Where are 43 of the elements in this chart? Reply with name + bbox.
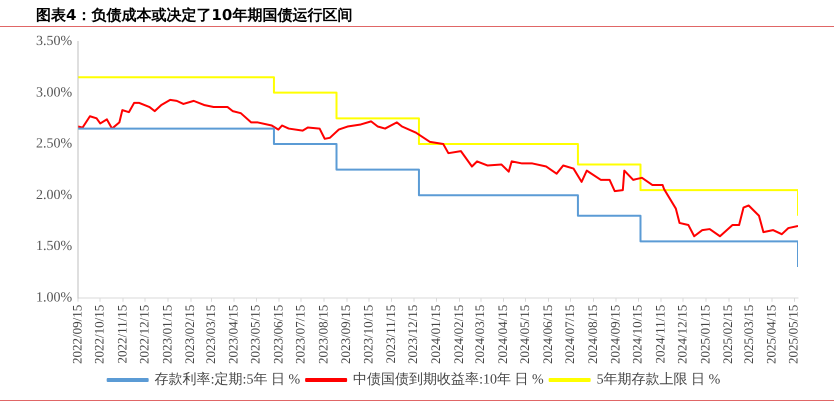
x-tick-label: 2023/05/15	[248, 304, 263, 364]
x-tick-label: 2023/02/15	[182, 304, 198, 364]
x-tick-label: 2024/07/15	[562, 304, 577, 364]
x-tick-label: 2024/04/15	[495, 304, 510, 364]
y-tick-label: 3.00%	[36, 85, 72, 100]
x-tick-label: 2023/03/15	[202, 304, 218, 364]
x-tick-label: 2024/11/15	[652, 304, 668, 364]
y-tick-label: 2.00%	[36, 188, 72, 203]
x-tick-label: 2022/11/15	[114, 304, 130, 364]
x-tick-label: 2022/10/15	[92, 304, 107, 364]
y-tick-label: 1.50%	[36, 239, 72, 254]
y-tick-label: 3.50%	[36, 34, 72, 50]
x-tick-label: 2024/09/15	[608, 304, 623, 364]
y-tick-label: 2.50%	[36, 136, 72, 152]
x-tick-label: 2023/04/15	[226, 304, 241, 364]
x-tick-label: 2022/09/15	[70, 304, 85, 364]
x-tick-label: 2023/06/15	[270, 304, 286, 364]
x-tick-label: 2023/10/15	[360, 304, 376, 364]
x-tick-label: 2025/01/15	[697, 304, 712, 364]
x-tick-label: 2024/05/15	[517, 304, 532, 364]
x-tick-label: 2024/08/15	[584, 304, 600, 364]
x-tick-label: 2024/06/15	[540, 304, 555, 364]
x-tick-label: 2024/02/15	[450, 304, 466, 364]
legend-label: 5年期存款上限 日 %	[596, 372, 721, 388]
x-tick-label: 2025/04/15	[764, 304, 779, 364]
legend-label: 存款利率:定期:5年 日 %	[154, 372, 300, 388]
x-tick-label: 2024/10/15	[630, 304, 645, 364]
legend-label: 中债国债到期收益率:10年 日 %	[353, 372, 544, 388]
x-tick-label: 2023/01/15	[159, 304, 174, 364]
x-tick-label: 2023/09/15	[338, 304, 354, 364]
x-tick-label: 2025/02/15	[720, 304, 736, 364]
x-tick-label: 2025/05/15	[786, 304, 801, 364]
x-tick-label: 2023/11/15	[383, 304, 398, 364]
x-tick-label: 2023/12/15	[405, 304, 420, 364]
x-tick-label: 2025/03/15	[740, 304, 756, 364]
y-tick-label: 1.00%	[36, 290, 72, 306]
x-tick-label: 2024/03/15	[472, 304, 488, 364]
x-tick-label: 2024/01/15	[428, 304, 444, 364]
x-tick-label: 2022/12/15	[136, 304, 152, 364]
x-tick-label: 2023/07/15	[292, 304, 308, 364]
x-tick-label: 2024/12/15	[674, 304, 690, 364]
x-tick-label: 2023/08/15	[315, 304, 330, 364]
chart-title: 图表4：负债成本或决定了10年期国债运行区间	[0, 0, 834, 27]
